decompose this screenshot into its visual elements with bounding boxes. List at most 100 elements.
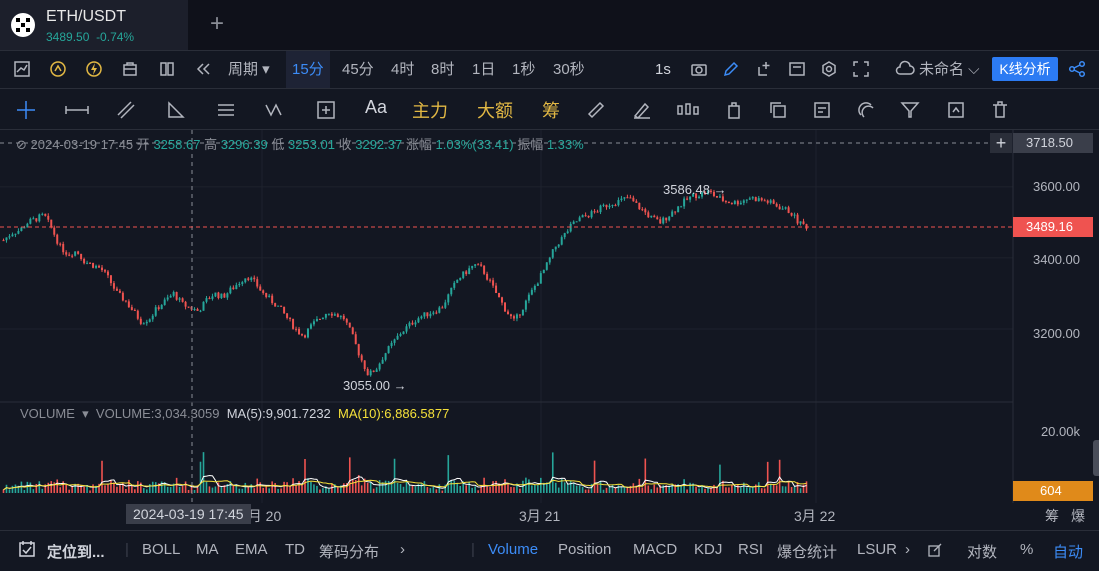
live-interval[interactable]: 1s: [655, 61, 671, 78]
pen-icon[interactable]: [722, 60, 740, 78]
volume-bar: [719, 464, 721, 493]
template-save-icon[interactable]: [788, 60, 806, 78]
interval-1s[interactable]: 1秒: [512, 61, 536, 78]
volume-bar: [399, 484, 402, 493]
volume-bar: [584, 489, 587, 493]
candle-body: [14, 233, 17, 235]
sub-indicator-volume[interactable]: Volume: [488, 541, 539, 558]
measure-icon[interactable]: [316, 100, 336, 120]
indicator-chip-distribution[interactable]: 筹码分布: [319, 544, 380, 561]
large-order-button[interactable]: 大额: [477, 101, 513, 121]
indicator-ema[interactable]: EMA: [235, 541, 268, 558]
interval-1d[interactable]: 1日: [472, 61, 496, 78]
horizontal-line-icon[interactable]: [64, 100, 90, 120]
text-tool-button[interactable]: Aa: [365, 97, 388, 117]
parallel-channel-icon[interactable]: [116, 100, 136, 120]
layout-icon[interactable]: [158, 60, 176, 78]
sub-indicator-lsur[interactable]: LSUR: [857, 541, 898, 558]
sync-icon[interactable]: [946, 100, 966, 120]
candle-body: [638, 202, 641, 210]
percent-scale-toggle[interactable]: %: [1020, 541, 1034, 558]
auto-scale-toggle[interactable]: 自动: [1053, 544, 1084, 561]
volume-bar: [787, 481, 790, 493]
chart-type-icon[interactable]: [13, 60, 31, 78]
volume-bar: [477, 490, 479, 493]
layout-name-dropdown[interactable]: 未命名 ⌵: [919, 61, 980, 78]
price-chart[interactable]: [0, 130, 1099, 530]
indicator-td[interactable]: TD: [285, 541, 305, 558]
indicator-ma[interactable]: MA: [196, 541, 219, 558]
ruler-icon[interactable]: [586, 100, 606, 120]
more-sub-indicators-icon[interactable]: ›: [905, 541, 910, 558]
note-icon[interactable]: [812, 100, 832, 120]
log-scale-toggle[interactable]: 对数: [967, 544, 998, 561]
candle-body: [611, 205, 614, 207]
chip-button[interactable]: 筹: [542, 101, 560, 121]
candles-icon[interactable]: [676, 100, 700, 120]
filter-icon[interactable]: [900, 100, 920, 120]
volume-bar: [653, 484, 656, 493]
volume-bar: [304, 459, 306, 493]
fibonacci-icon[interactable]: [216, 100, 236, 120]
interval-4h[interactable]: 4时: [391, 61, 415, 78]
wave-icon[interactable]: [264, 100, 292, 120]
volume-bar: [590, 483, 593, 493]
volume-dropdown-icon[interactable]: ▾: [78, 406, 93, 421]
edit-indicators-icon[interactable]: [928, 543, 942, 557]
more-main-indicators-icon[interactable]: ›: [400, 541, 405, 558]
settings-icon[interactable]: [820, 60, 838, 78]
price-axis-label: 3600.00: [1033, 179, 1080, 194]
side-panel-handle[interactable]: [1093, 440, 1099, 476]
magnet-icon[interactable]: [856, 100, 876, 120]
volume-bar: [268, 488, 270, 493]
candle-body: [277, 305, 280, 307]
indicator-icon[interactable]: [49, 60, 67, 78]
cloud-icon[interactable]: [894, 60, 916, 78]
crosshair-add-button[interactable]: +: [990, 133, 1012, 153]
period-dropdown[interactable]: 周期 ▾: [228, 61, 270, 78]
main-force-button[interactable]: 主力: [412, 101, 448, 121]
sub-indicator-position[interactable]: Position: [558, 541, 612, 558]
indicator-boll[interactable]: BOLL: [142, 541, 181, 558]
calendar-icon[interactable]: [18, 540, 36, 558]
add-tab-button[interactable]: +: [210, 10, 225, 37]
candle-body: [536, 283, 539, 286]
crosshair-icon[interactable]: [16, 100, 36, 120]
candle-body: [112, 283, 115, 289]
flash-icon[interactable]: [85, 60, 103, 78]
trash-icon[interactable]: [990, 100, 1010, 120]
interval-8h[interactable]: 8时: [431, 61, 455, 78]
candle-body: [172, 292, 175, 296]
share-icon[interactable]: [1068, 60, 1086, 78]
brush-icon[interactable]: [632, 100, 652, 120]
volume-bar: [62, 481, 64, 493]
candle-body: [706, 190, 709, 195]
candle-body: [268, 295, 271, 297]
chip-toggle[interactable]: 筹: [1045, 508, 1059, 524]
interval-45m[interactable]: 45分: [342, 61, 374, 78]
add-window-icon[interactable]: [756, 60, 774, 78]
kline-analysis-button[interactable]: K线分析: [992, 57, 1058, 81]
candle-body: [405, 326, 408, 332]
sub-indicator-macd[interactable]: MACD: [633, 541, 678, 558]
candle-body: [745, 199, 748, 201]
volume-bar: [704, 488, 706, 493]
interval-15m[interactable]: 15分: [286, 51, 330, 88]
camera-icon[interactable]: [690, 60, 708, 78]
sub-indicator-kdj[interactable]: KDJ: [694, 541, 723, 558]
angle-icon[interactable]: [166, 100, 186, 120]
volume-bar: [450, 480, 453, 493]
sub-indicator-rsi[interactable]: RSI: [738, 541, 764, 558]
volume-bar: [113, 482, 115, 493]
liquidation-toggle[interactable]: 爆: [1071, 508, 1085, 524]
sub-indicator-liquidation[interactable]: 爆仓统计: [777, 544, 838, 561]
template-icon[interactable]: [121, 60, 139, 78]
candle-body: [390, 342, 393, 347]
candle-body: [739, 202, 742, 205]
replay-icon[interactable]: [194, 60, 212, 78]
fullscreen-icon[interactable]: [852, 60, 870, 78]
interval-30s[interactable]: 30秒: [553, 61, 585, 78]
copy-icon[interactable]: [768, 100, 788, 120]
lock-icon[interactable]: [724, 100, 744, 120]
locate-button[interactable]: 定位到...: [47, 544, 105, 561]
